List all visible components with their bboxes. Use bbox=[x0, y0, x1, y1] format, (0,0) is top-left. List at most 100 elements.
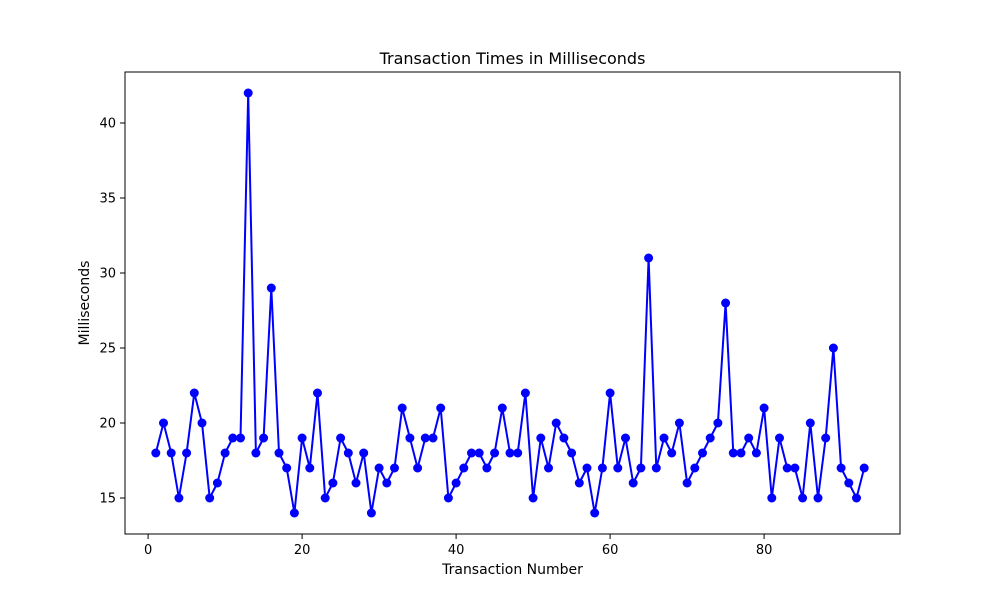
data-point bbox=[721, 298, 731, 308]
data-point bbox=[328, 478, 338, 488]
y-tick-label: 25 bbox=[99, 342, 116, 357]
x-axis-title: Transaction Number bbox=[441, 562, 583, 578]
plot-area bbox=[125, 72, 900, 534]
data-point bbox=[836, 463, 846, 473]
data-point bbox=[235, 433, 245, 443]
data-point bbox=[790, 463, 800, 473]
data-point bbox=[859, 463, 869, 473]
data-point bbox=[620, 433, 630, 443]
data-point bbox=[567, 448, 577, 458]
data-point bbox=[844, 478, 854, 488]
data-point bbox=[551, 418, 561, 428]
data-point bbox=[197, 418, 207, 428]
data-point bbox=[305, 463, 315, 473]
data-point bbox=[289, 508, 299, 518]
data-point bbox=[574, 478, 584, 488]
data-point bbox=[782, 463, 792, 473]
data-point bbox=[182, 448, 192, 458]
data-point bbox=[767, 493, 777, 503]
data-point bbox=[251, 448, 261, 458]
data-point bbox=[659, 433, 669, 443]
data-point bbox=[297, 433, 307, 443]
data-point bbox=[636, 463, 646, 473]
data-point bbox=[705, 433, 715, 443]
data-point bbox=[713, 418, 723, 428]
data-point bbox=[220, 448, 230, 458]
y-axis: 15 20 25 30 35 40 bbox=[99, 117, 125, 507]
data-point bbox=[158, 418, 168, 428]
data-point bbox=[405, 433, 415, 443]
data-point bbox=[805, 418, 815, 428]
data-point bbox=[212, 478, 222, 488]
data-point bbox=[428, 433, 438, 443]
data-point bbox=[228, 433, 238, 443]
data-point bbox=[651, 463, 661, 473]
data-point bbox=[628, 478, 638, 488]
data-point bbox=[490, 448, 500, 458]
data-point bbox=[690, 463, 700, 473]
data-point bbox=[436, 403, 446, 413]
data-point bbox=[366, 508, 376, 518]
data-point bbox=[282, 463, 292, 473]
data-point bbox=[759, 403, 769, 413]
x-tick-label: 0 bbox=[144, 543, 152, 558]
data-point bbox=[674, 418, 684, 428]
data-point bbox=[736, 448, 746, 458]
x-tick-label: 80 bbox=[756, 543, 773, 558]
data-point bbox=[259, 433, 269, 443]
y-tick-label: 15 bbox=[99, 492, 116, 507]
data-point bbox=[413, 463, 423, 473]
data-point bbox=[590, 508, 600, 518]
data-point bbox=[644, 253, 654, 263]
data-point bbox=[528, 493, 538, 503]
plot-frame bbox=[124, 71, 901, 535]
data-point bbox=[451, 478, 461, 488]
data-point bbox=[189, 388, 199, 398]
data-point bbox=[774, 433, 784, 443]
data-point bbox=[597, 463, 607, 473]
data-point bbox=[320, 493, 330, 503]
data-point bbox=[728, 448, 738, 458]
data-point bbox=[821, 433, 831, 443]
data-point bbox=[798, 493, 808, 503]
x-tick-label: 20 bbox=[294, 543, 311, 558]
data-point bbox=[397, 403, 407, 413]
data-point bbox=[343, 448, 353, 458]
data-point bbox=[274, 448, 284, 458]
data-point bbox=[151, 448, 161, 458]
data-point bbox=[243, 88, 253, 98]
data-point bbox=[543, 463, 553, 473]
data-point bbox=[443, 493, 453, 503]
data-point bbox=[667, 448, 677, 458]
data-point bbox=[559, 433, 569, 443]
data-point bbox=[374, 463, 384, 473]
data-point bbox=[205, 493, 215, 503]
chart-title: Transaction Times in Milliseconds bbox=[379, 49, 646, 68]
data-point bbox=[474, 448, 484, 458]
data-point bbox=[605, 388, 615, 398]
y-axis-title: Milliseconds bbox=[77, 261, 93, 346]
data-point bbox=[613, 463, 623, 473]
x-tick-label: 60 bbox=[602, 543, 619, 558]
data-point bbox=[513, 448, 523, 458]
x-tick-label: 40 bbox=[448, 543, 465, 558]
data-point bbox=[813, 493, 823, 503]
data-point bbox=[682, 478, 692, 488]
data-point bbox=[466, 448, 476, 458]
data-point bbox=[312, 388, 322, 398]
data-point bbox=[336, 433, 346, 443]
x-axis: 0 20 40 60 80 bbox=[144, 534, 772, 558]
data-point bbox=[420, 433, 430, 443]
data-point bbox=[459, 463, 469, 473]
plot-content bbox=[151, 88, 869, 518]
data-point bbox=[697, 448, 707, 458]
data-point bbox=[582, 463, 592, 473]
data-point bbox=[174, 493, 184, 503]
data-point bbox=[751, 448, 761, 458]
data-point bbox=[266, 283, 276, 293]
data-point bbox=[382, 478, 392, 488]
y-tick-label: 20 bbox=[99, 417, 116, 432]
data-point bbox=[536, 433, 546, 443]
y-tick-label: 40 bbox=[99, 117, 116, 132]
